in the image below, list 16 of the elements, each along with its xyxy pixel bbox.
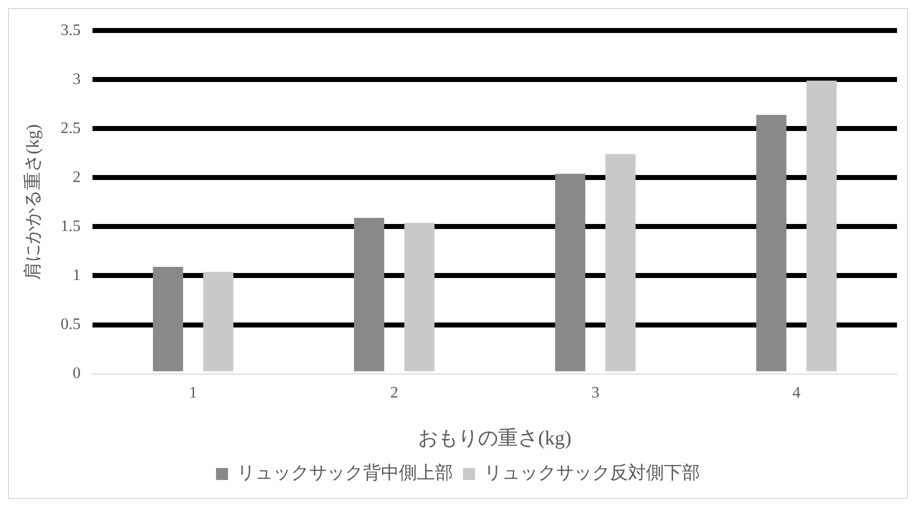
y-tick-label: 0	[72, 365, 81, 382]
x-axis-title: おもりの重さ(kg)	[418, 427, 572, 450]
legend-label: リュックサック背中側上部	[237, 462, 453, 483]
y-tick-label: 3.5	[60, 22, 81, 39]
x-tick-label: 4	[792, 384, 800, 402]
x-tick-label: 1	[189, 384, 198, 402]
legend-label: リュックサック反対側下部	[484, 462, 700, 483]
y-tick-label: 3	[72, 70, 81, 88]
y-tick-label: 2.5	[60, 120, 81, 137]
x-tick-label: 2	[390, 384, 398, 402]
y-tick-label: 2	[72, 168, 81, 186]
y-tick-label: 1.5	[60, 218, 81, 235]
y-axis-title: 肩にかかる重さ(kg)	[22, 124, 43, 280]
y-tick-label: 0.5	[60, 316, 81, 333]
x-tick-label: 3	[591, 384, 600, 402]
y-tick-label: 1	[72, 266, 81, 284]
